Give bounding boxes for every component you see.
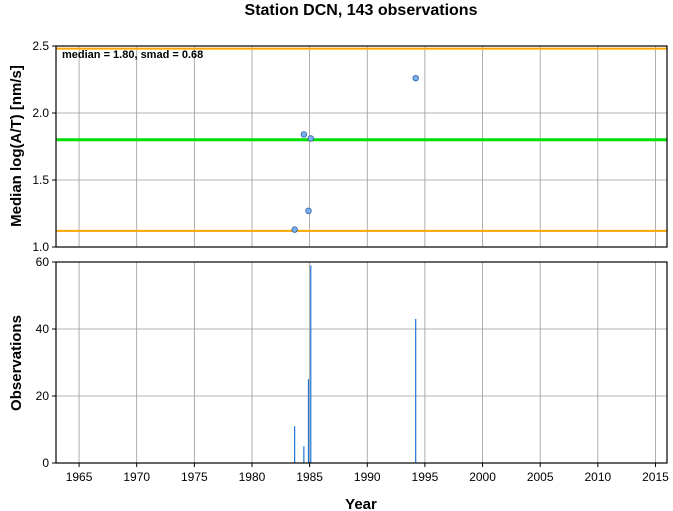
observation-bars	[294, 265, 417, 463]
top-y-tick-label: 2.0	[32, 106, 49, 120]
bottom-y-tick-label: 60	[36, 255, 50, 269]
x-tick-label: 1980	[239, 470, 266, 484]
x-tick-label: 2000	[469, 470, 496, 484]
x-tick-label: 1970	[123, 470, 150, 484]
x-axis-label: Year	[345, 496, 377, 511]
median-points	[291, 74, 419, 233]
median-point	[300, 131, 308, 138]
observation-bar	[294, 426, 296, 463]
observation-bar	[415, 318, 417, 463]
top-plot-frame	[55, 45, 668, 248]
top-y-tick-label: 1.5	[32, 173, 49, 187]
top-grid	[56, 45, 667, 248]
median-point	[291, 226, 298, 233]
top-y-axis-label: Median log(A/T) [nm/s]	[8, 65, 25, 227]
x-tick-label: 2010	[584, 470, 611, 484]
top-y-ticks: 1.0 1.5 2.0 2.5	[32, 39, 56, 254]
median-point	[307, 135, 314, 142]
x-tick-label: 1990	[354, 470, 381, 484]
chart-title: Station DCN, 143 observations	[245, 2, 478, 19]
bottom-grid	[56, 261, 667, 464]
x-tick-label: 1995	[412, 470, 439, 484]
bottom-y-ticks: 0 20 40 60	[36, 255, 56, 470]
top-y-tick-label: 2.5	[32, 39, 49, 53]
x-tick-label: 2005	[527, 470, 554, 484]
x-tick-label: 2015	[642, 470, 669, 484]
median-point	[412, 74, 419, 82]
median-annotation: median = 1.80, smad = 0.68	[62, 49, 203, 61]
x-ticks: 1965 1970 1975 1980 1985 1990 1995 2000 2005 2010…	[66, 463, 669, 484]
observation-bar	[303, 446, 305, 463]
median-panel: 1.01.52.02.5 median = 1.80, smad = 0.68 …	[8, 39, 668, 254]
bottom-plot-frame	[55, 261, 668, 464]
x-tick-label: 1985	[296, 470, 323, 484]
bottom-y-tick-label: 20	[36, 389, 50, 403]
reference-lines	[56, 47, 667, 232]
top-y-tick-label: 1.0	[32, 240, 49, 254]
median-point	[305, 207, 312, 215]
bottom-y-tick-label: 40	[36, 322, 50, 336]
bottom-y-tick-label: 0	[42, 456, 49, 470]
x-tick-label: 1965	[66, 470, 93, 484]
x-tick-label: 1975	[181, 470, 208, 484]
observation-bar	[310, 265, 312, 463]
observation-bar	[307, 379, 310, 463]
bottom-y-axis-label: Observations	[8, 315, 25, 411]
observations-panel: 0 20 40 60 1965 1970 1975 1980 1985 1990 1995 2000…	[8, 255, 669, 511]
